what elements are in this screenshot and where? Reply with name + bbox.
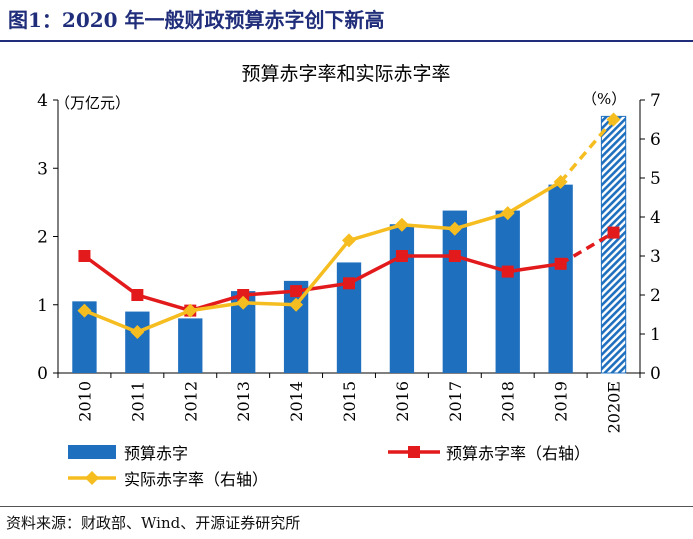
actual-rate-marker <box>342 233 356 248</box>
budget-rate-marker <box>448 250 461 262</box>
actual-rate-marker <box>394 217 409 232</box>
x-tick-label: 2015 <box>340 381 359 422</box>
bar-deficit <box>548 184 573 373</box>
actual-rate-line <box>83 180 562 334</box>
bar-deficit <box>389 224 415 373</box>
budget-rate-line-forecast <box>559 231 615 266</box>
x-tick-label: 2019 <box>552 381 571 422</box>
right-tick-label: 6 <box>650 130 661 150</box>
legend-marker-budget-rate <box>408 446 420 458</box>
left-tick-label: 0 <box>37 364 48 384</box>
actual-rate-marker <box>130 325 145 340</box>
bar-deficit <box>495 210 520 373</box>
deficit-chart: 预算赤字率和实际赤字率 （万亿元） （%） 0 1 2 3 4 0 1 2 3 4 5 6 7 2010 2… <box>37 63 661 489</box>
actual-rate-marker <box>236 295 251 310</box>
x-tick-label: 2014 <box>287 381 306 422</box>
right-tick-label: 0 <box>650 364 661 384</box>
budget-rate-marker <box>131 289 144 301</box>
bar-deficit <box>125 311 150 373</box>
left-tick-label: 2 <box>37 228 48 248</box>
x-tick-label: 2013 <box>234 381 253 422</box>
left-tick-label: 1 <box>37 296 48 316</box>
budget-rate-marker <box>237 289 250 301</box>
actual-rate-marker <box>606 112 621 127</box>
right-axis-unit: （%） <box>582 90 626 108</box>
source-divider <box>0 506 693 507</box>
legend-label-deficit: 预算赤字 <box>124 444 188 463</box>
chart-title: 预算赤字率和实际赤字率 <box>241 63 450 85</box>
axes-group: 0 1 2 3 4 0 1 2 3 4 5 6 7 2010 2011 2012 2013 2014 2015 201… <box>37 91 661 433</box>
actual-rate-line-forecast <box>559 118 615 184</box>
title-divider <box>0 40 693 42</box>
legend-marker-actual-rate <box>85 471 99 485</box>
right-tick-label: 5 <box>650 169 661 189</box>
actual-rate-marker <box>553 174 568 189</box>
left-tick-label: 4 <box>37 91 48 111</box>
actual-rate-marker <box>183 303 198 318</box>
figure-title: 图1：2020 年一般财政预算赤字创下新高 <box>8 8 385 32</box>
bar-deficit <box>442 210 467 373</box>
right-tick-label: 7 <box>650 91 661 111</box>
bar-deficit <box>600 115 627 374</box>
budget-rate-marker <box>395 250 408 262</box>
x-tick-label: 2010 <box>75 381 94 422</box>
right-tick-label: 3 <box>650 247 661 267</box>
actual-rate-marker <box>289 297 304 312</box>
actual-rate-marker <box>500 206 515 221</box>
x-tick-label: 2016 <box>393 381 412 422</box>
x-tick-label: 2012 <box>181 381 200 422</box>
x-tick-label: 2018 <box>499 381 518 422</box>
budget-rate-marker <box>501 265 514 278</box>
left-tick-label: 3 <box>37 159 48 179</box>
budget-rate-marker <box>343 277 355 290</box>
x-tick-label: 2020E <box>605 381 624 433</box>
actual-rate-marker <box>447 221 462 236</box>
legend-swatch-deficit <box>68 445 116 459</box>
budget-rate-marker <box>554 257 567 270</box>
right-tick-label: 4 <box>650 208 661 228</box>
budget-rate-marker <box>290 285 303 298</box>
legend-label-actual-rate: 实际赤字率（右轴） <box>124 470 268 489</box>
x-tick-label: 2011 <box>128 381 147 422</box>
legend: 预算赤字 预算赤字率（右轴） 实际赤字率（右轴） <box>68 444 590 489</box>
legend-label-budget-rate: 预算赤字率（右轴） <box>446 444 590 463</box>
budget-rate-marker <box>78 250 91 262</box>
right-tick-label: 2 <box>650 286 661 306</box>
left-axis-unit: （万亿元） <box>55 94 130 112</box>
actual-rate-marker <box>77 303 92 318</box>
right-tick-label: 1 <box>650 325 661 345</box>
bar-deficit <box>178 318 203 373</box>
x-tick-label: 2017 <box>446 381 465 422</box>
budget-rate-line <box>83 254 561 313</box>
lines-group <box>77 112 621 340</box>
budget-rate-marker <box>607 226 620 239</box>
source-note: 资料来源：财政部、Wind、开源证券研究所 <box>6 514 301 532</box>
